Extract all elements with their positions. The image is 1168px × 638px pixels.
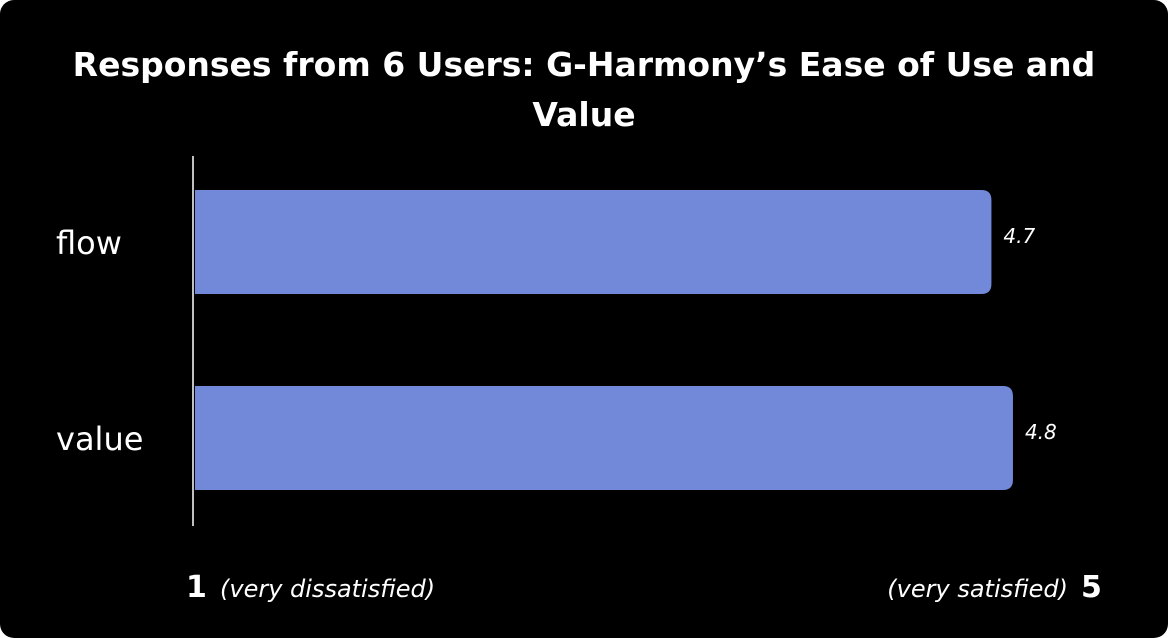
category-label-flow: flow xyxy=(56,224,122,262)
axis-min-description: (very dissatisfied) xyxy=(220,575,435,603)
category-label-value: value xyxy=(56,420,143,458)
axis-max-value: 5 xyxy=(1081,570,1102,605)
axis-min-value: 1 xyxy=(186,570,207,605)
value-label-flow: 4.7 xyxy=(1003,224,1035,248)
bar-value xyxy=(195,386,1013,490)
bar-flow xyxy=(195,190,992,294)
chart-title: Responses from 6 Users: G-Harmony’s Ease… xyxy=(72,45,1096,134)
value-label-value: 4.8 xyxy=(1025,420,1057,444)
axis-end-labels: 1 (very dissatisfied) (very satisfied) 5 xyxy=(186,570,1102,605)
bars-layer: flow 4.7 value 4.8 xyxy=(56,190,1057,490)
axis-max-description: (very satisfied) xyxy=(887,575,1068,603)
